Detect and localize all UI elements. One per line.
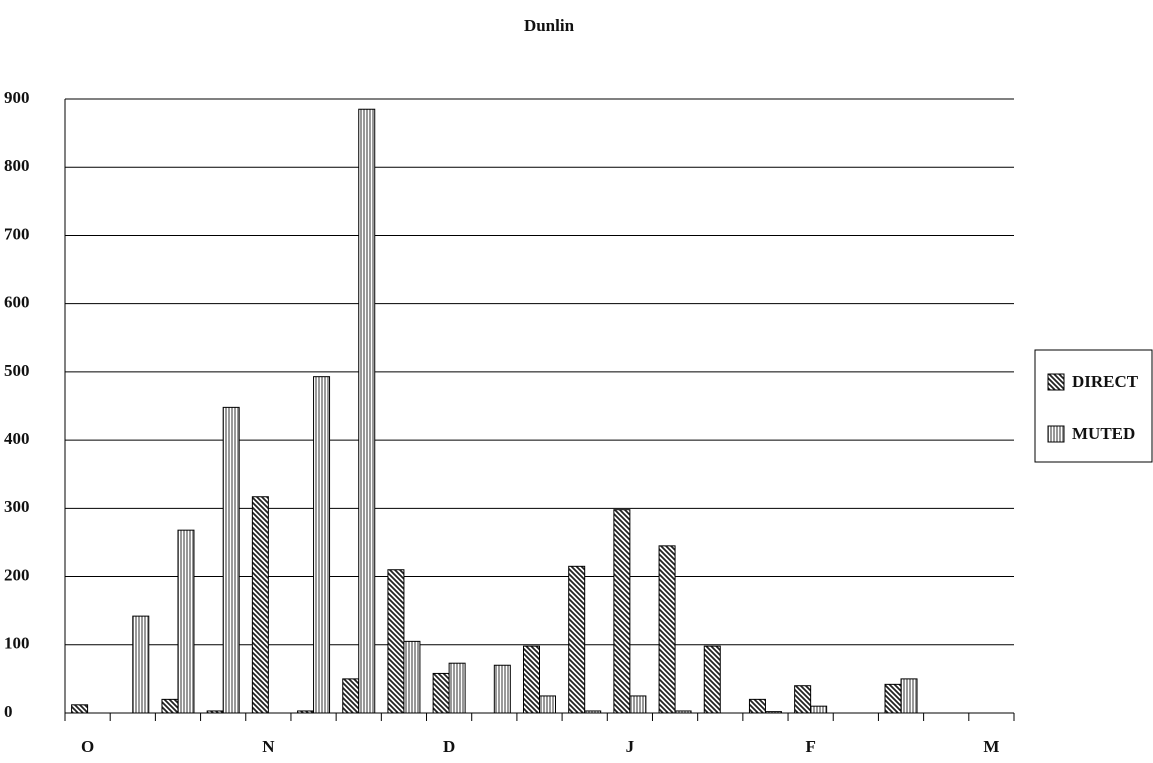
legend-swatch <box>1047 425 1065 443</box>
legend-label: DIRECT <box>1072 372 1139 391</box>
bar <box>810 705 828 714</box>
bar <box>703 645 721 714</box>
bar <box>297 710 315 714</box>
bar <box>132 615 150 714</box>
bar <box>884 683 902 714</box>
bar <box>161 698 179 714</box>
x-tick-label: J <box>626 737 635 756</box>
chart-title: Dunlin <box>524 16 575 35</box>
y-tick-label: 500 <box>4 361 30 380</box>
y-tick-label: 200 <box>4 565 30 584</box>
bar <box>900 678 918 714</box>
bar <box>177 529 195 714</box>
bar <box>342 678 360 714</box>
y-tick-label: 800 <box>4 156 30 175</box>
legend-box <box>1034 349 1153 463</box>
bar <box>794 685 812 714</box>
x-tick-label: M <box>983 737 999 756</box>
bar <box>748 698 766 714</box>
bar <box>432 672 450 714</box>
bar <box>448 662 466 714</box>
x-tick-label: D <box>443 737 455 756</box>
bar <box>222 406 240 714</box>
bar <box>584 710 602 714</box>
bar <box>523 645 540 714</box>
bar <box>629 695 647 714</box>
legend-label: MUTED <box>1072 424 1135 443</box>
bar <box>358 108 376 714</box>
bar <box>313 376 331 714</box>
bar <box>674 710 692 714</box>
bar <box>387 569 405 714</box>
bar <box>71 704 89 714</box>
bar <box>206 710 224 714</box>
y-tick-label: 600 <box>4 293 30 312</box>
y-tick-label: 100 <box>4 634 30 653</box>
bar <box>568 565 586 714</box>
bar <box>251 496 269 714</box>
x-tick-label: F <box>805 737 815 756</box>
bar <box>539 695 556 714</box>
y-tick-label: 0 <box>4 702 13 721</box>
y-tick-label: 900 <box>4 88 30 107</box>
y-tick-label: 700 <box>4 224 30 243</box>
x-tick-label: O <box>81 737 94 756</box>
legend-swatch <box>1047 373 1065 391</box>
y-tick-label: 300 <box>4 497 30 516</box>
bar <box>403 640 421 714</box>
y-tick-label: 400 <box>4 429 30 448</box>
bar <box>493 664 511 714</box>
bar <box>764 711 782 714</box>
bar <box>613 509 631 714</box>
bar <box>658 545 676 714</box>
x-tick-label: N <box>262 737 275 756</box>
